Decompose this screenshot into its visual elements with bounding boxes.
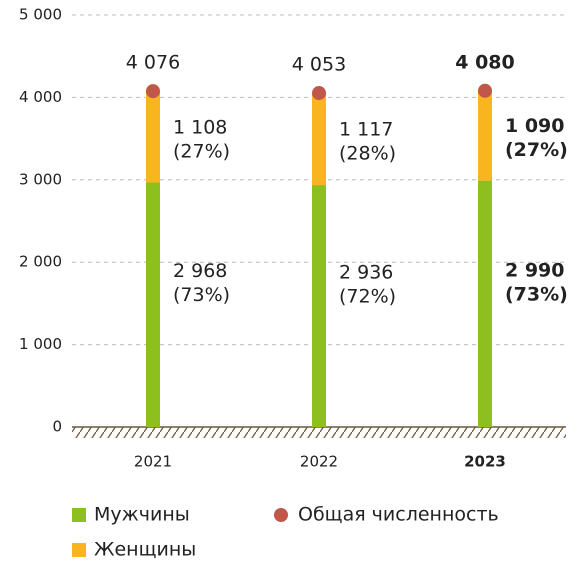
value-label: 2 968: [173, 260, 227, 282]
y-tick-label: 4 000: [19, 88, 62, 106]
total-dot: [312, 86, 326, 101]
bar-segment: [312, 185, 326, 427]
legend-swatch: [72, 543, 86, 557]
legend-swatch: [274, 508, 288, 522]
share-label: (72%): [339, 286, 396, 308]
legend-label: Женщины: [94, 539, 196, 561]
total-dot: [478, 83, 492, 98]
total-dot: [146, 84, 160, 99]
value-label: 2 990: [505, 259, 565, 281]
y-tick-label: 3 000: [19, 170, 62, 188]
bar-segment: [478, 90, 492, 181]
y-tick-label: 5 000: [19, 6, 62, 24]
legend-swatch: [72, 508, 86, 522]
share-label: (27%): [505, 139, 568, 161]
total-label: 4 076: [126, 52, 180, 74]
x-tick-label: 2021: [134, 453, 172, 471]
y-tick-label: 2 000: [19, 253, 62, 271]
value-label: 2 936: [339, 262, 393, 284]
value-label: 1 090: [505, 115, 565, 137]
value-label: 1 117: [339, 119, 393, 141]
share-label: (73%): [173, 284, 230, 306]
bar-segment: [146, 91, 160, 183]
share-label: (73%): [505, 283, 568, 305]
bar-segment: [146, 182, 160, 427]
y-tick-label: 1 000: [19, 335, 62, 353]
total-label: 4 053: [292, 54, 346, 76]
ground-hatch: [72, 427, 566, 438]
y-tick-label: 0: [52, 418, 62, 436]
share-label: (27%): [173, 140, 230, 162]
total-label: 4 080: [455, 51, 515, 73]
legend-label: Общая численность: [298, 504, 499, 526]
x-tick-label: 2023: [464, 453, 506, 471]
value-label: 1 108: [173, 116, 227, 138]
share-label: (28%): [339, 143, 396, 165]
legend-label: Мужчины: [94, 504, 190, 526]
x-tick-label: 2022: [300, 453, 338, 471]
bar-segment: [312, 93, 326, 186]
bar-segment: [478, 180, 492, 427]
